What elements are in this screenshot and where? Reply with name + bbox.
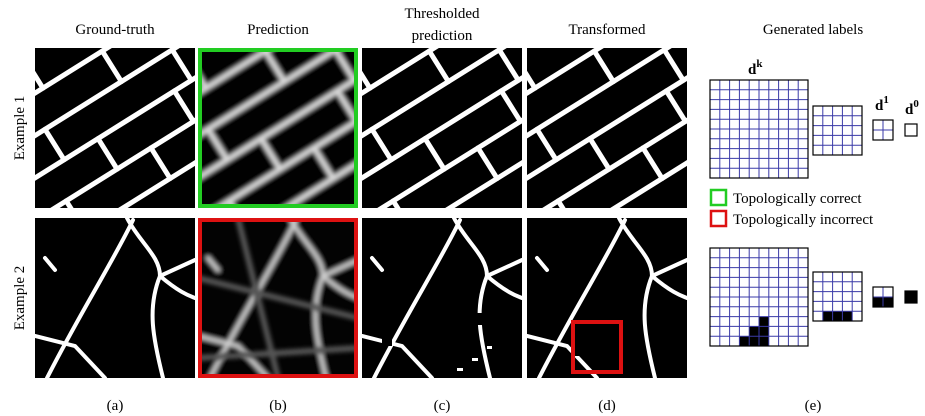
grid-cell-bg <box>813 106 862 155</box>
column-header: Generated labels <box>763 22 864 38</box>
legend-label: Topologically incorrect <box>733 212 874 228</box>
prediction-image <box>198 48 358 208</box>
row-label: Example 2 <box>12 266 28 331</box>
grid-border <box>709 247 809 347</box>
subfigure-label: (d) <box>598 398 616 414</box>
grid-border <box>812 105 863 156</box>
grid-cell-filled <box>759 326 769 337</box>
grid-cell-bg <box>905 124 917 136</box>
thresholded-image <box>362 218 522 378</box>
grid-cell-filled <box>832 311 843 321</box>
column-header: Ground-truth <box>75 22 155 38</box>
subfigure-label: (e) <box>805 398 822 414</box>
column-header: Prediction <box>247 22 309 38</box>
transformed-image <box>527 218 687 378</box>
level-base: d <box>748 62 757 78</box>
grid-cell-filled <box>749 326 759 337</box>
grid-cell-filled <box>905 291 917 303</box>
grid-cell-filled <box>749 336 759 346</box>
row-label: Example 1 <box>12 96 28 161</box>
level-sup: k <box>756 58 763 70</box>
grid-cell-filled <box>883 297 893 307</box>
level-label: dk <box>748 58 763 78</box>
grid-cell-filled <box>842 311 853 321</box>
grid-border <box>904 290 918 304</box>
grid-border <box>812 271 863 322</box>
label-grids <box>709 79 918 347</box>
grid-cell-filled <box>822 311 833 321</box>
column-header: Thresholded <box>405 6 480 22</box>
grid-cell-filled <box>873 297 883 307</box>
grid-border <box>904 123 918 137</box>
column-header: prediction <box>412 28 473 44</box>
legend-swatch <box>709 209 728 228</box>
ground-truth-image <box>35 218 195 378</box>
grid-border <box>709 79 809 179</box>
grid-cell-filled <box>759 316 769 327</box>
grid-border <box>872 286 894 308</box>
grid-cell-filled <box>739 336 750 346</box>
level-label: d0 <box>905 98 919 118</box>
level-label: d1 <box>875 94 889 114</box>
legend-label: Topologically correct <box>733 191 862 207</box>
legend-swatch <box>709 188 728 207</box>
level-sup: 1 <box>883 94 889 106</box>
level-sup: 0 <box>913 98 919 110</box>
prediction-image <box>198 218 358 378</box>
level-base: d <box>905 102 914 118</box>
level-base: d <box>875 98 884 114</box>
column-header: Transformed <box>569 22 646 38</box>
subfigure-label: (c) <box>434 398 451 414</box>
subfigure-label: (a) <box>107 398 124 414</box>
grid-border <box>872 119 894 141</box>
grid-cell-filled <box>759 336 769 346</box>
subfigure-label: (b) <box>269 398 287 414</box>
